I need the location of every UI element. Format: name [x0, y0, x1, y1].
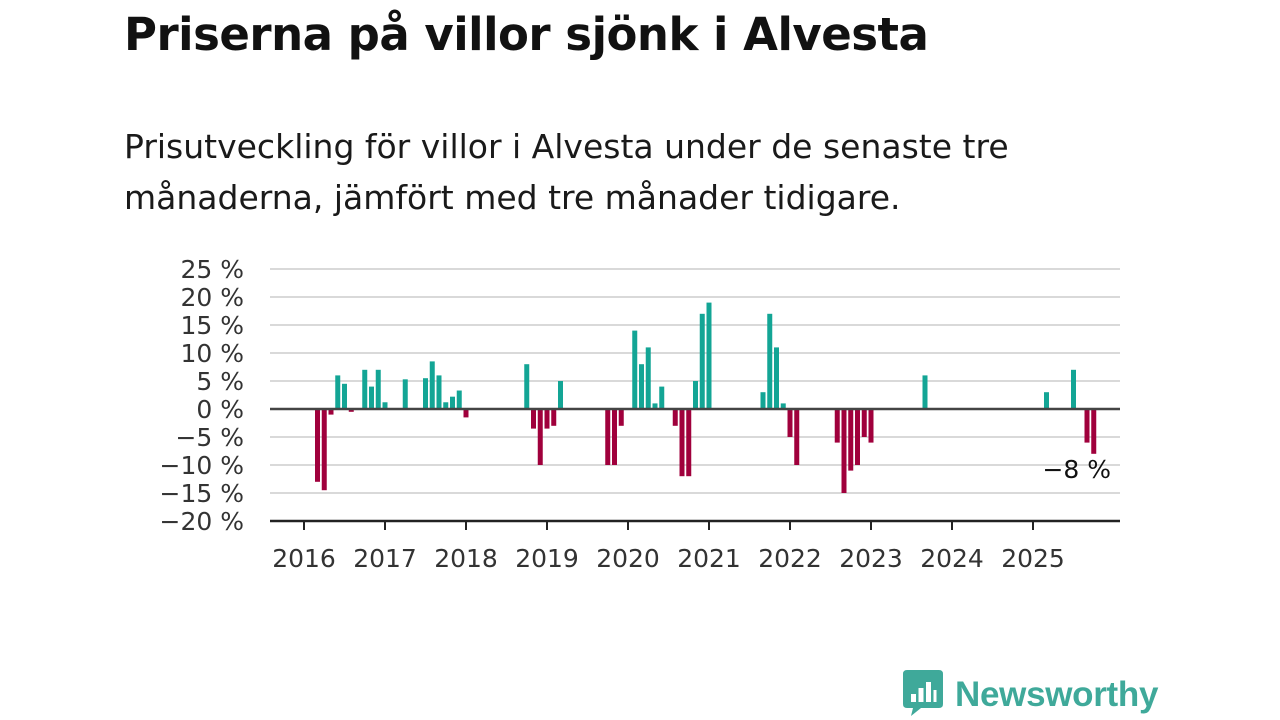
y-tick-label: −10 %: [160, 451, 244, 480]
x-axis-tick-labels: 2016 2017 2018 2019 2020 2021 2022 2023 2024 2025: [272, 544, 1065, 573]
bar: [841, 409, 847, 493]
bar: [699, 313, 705, 409]
x-tick-label: 2017: [353, 544, 417, 573]
bar-chart-speech-bubble-icon: [903, 670, 943, 720]
y-tick-label: 15 %: [180, 311, 244, 340]
y-tick-label: 0 %: [196, 395, 244, 424]
newsworthy-logo: Newsworthy: [903, 670, 1158, 720]
x-tick-label: 2020: [596, 544, 660, 573]
bar: [558, 381, 563, 409]
bar: [706, 302, 712, 409]
bar: [1071, 369, 1076, 409]
last-value-annotation: −8 %: [1042, 455, 1111, 484]
bar: [524, 364, 530, 409]
bar: [382, 402, 388, 409]
y-tick-label: −15 %: [160, 479, 244, 508]
bars: [315, 302, 1097, 493]
bar: [1091, 409, 1097, 454]
bar: [868, 409, 874, 443]
bar: [794, 409, 800, 465]
x-tick-label: 2023: [839, 544, 903, 573]
bar: [639, 364, 644, 409]
bar: [342, 383, 347, 409]
bar: [605, 409, 611, 465]
bar: [544, 409, 550, 429]
y-tick-label: 10 %: [180, 339, 244, 368]
bar: [848, 409, 854, 471]
x-tick-label: 2022: [758, 544, 822, 573]
bar: [693, 381, 698, 409]
bar: [922, 375, 928, 409]
bar: [335, 375, 341, 409]
brand-name: Newsworthy: [955, 675, 1159, 714]
bar: [369, 386, 374, 409]
y-tick-label: −20 %: [160, 507, 244, 536]
bar: [348, 409, 354, 412]
x-tick-label: 2018: [434, 544, 498, 573]
bar: [1084, 409, 1090, 443]
x-tick-label: 2021: [677, 544, 741, 573]
bar: [362, 369, 368, 409]
bar: [551, 409, 557, 426]
y-axis-tick-labels: 25 %20 %15 %10 %5 %0 %−5 %−10 %−15 %−20 …: [160, 255, 244, 536]
bar: [659, 386, 665, 409]
bar: [679, 409, 685, 477]
chart-title: Priserna på villor sjönk i Alvesta: [124, 8, 929, 61]
bar: [834, 409, 840, 443]
x-tick-label: 2019: [515, 544, 579, 573]
bar: [612, 409, 617, 465]
bar: [423, 378, 428, 409]
bar: [855, 409, 860, 465]
bar: [328, 409, 334, 415]
chart-subtitle: Prisutveckling för villor i Alvesta unde…: [124, 127, 1009, 217]
y-tick-label: 5 %: [196, 367, 244, 396]
bar: [686, 409, 692, 477]
bar: [375, 369, 381, 409]
bar: [1044, 392, 1049, 409]
bar: [672, 409, 678, 426]
bar: [315, 409, 320, 482]
bar: [531, 409, 536, 429]
x-tick-label: 2016: [272, 544, 336, 573]
bar: [450, 396, 455, 409]
bar: [618, 409, 624, 426]
y-tick-label: 25 %: [180, 255, 244, 284]
bar: [436, 375, 442, 409]
bar: [443, 402, 449, 409]
bar: [787, 409, 793, 437]
bar: [632, 330, 638, 409]
x-axis-ticks: [303, 521, 1034, 530]
bar: [780, 403, 786, 409]
bar: [537, 409, 543, 465]
bar: [767, 313, 773, 409]
bar: [321, 409, 327, 491]
bar: [861, 409, 867, 437]
bar: [429, 361, 435, 409]
bar: [456, 390, 462, 409]
bar: [463, 409, 469, 418]
y-tick-label: −5 %: [175, 423, 244, 452]
bar: [645, 347, 651, 409]
x-tick-label: 2024: [920, 544, 984, 573]
bar: [760, 392, 766, 409]
bar: [774, 347, 779, 409]
bar: [652, 403, 658, 409]
y-tick-label: 20 %: [180, 283, 244, 312]
x-tick-label: 2025: [1001, 544, 1065, 573]
bar: [402, 379, 408, 409]
